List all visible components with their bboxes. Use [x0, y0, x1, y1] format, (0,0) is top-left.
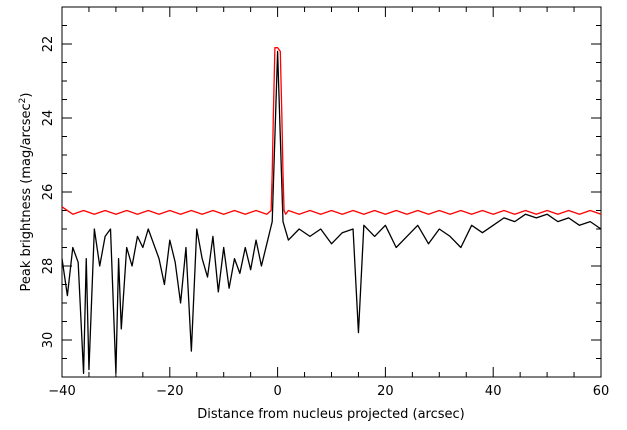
axis-ticks: −40 −20 0 20 40 60 22 24 26 28 30 [41, 7, 609, 399]
x-tick-label: 40 [485, 384, 502, 399]
y-tick-label: 22 [41, 36, 56, 53]
x-tick-label: 0 [273, 384, 281, 399]
y-tick-label: 26 [41, 184, 56, 201]
y-tick-label: 28 [41, 258, 56, 275]
x-tick-label: 60 [593, 384, 610, 399]
y-tick-label: 24 [41, 110, 56, 127]
x-tick-label: −20 [156, 384, 183, 399]
x-axis-title: Distance from nucleus projected (arcsec) [197, 407, 464, 422]
x-tick-label: −40 [48, 384, 75, 399]
y-tick-label: 30 [41, 332, 56, 349]
y-axis-title-main: Peak brightness (mag/arcsec [19, 103, 34, 291]
plot-frame [61, 6, 602, 378]
series-line-black [62, 50, 601, 374]
y-axis-title-close: ) [19, 93, 34, 98]
y-axis-title-superscript: 2 [18, 98, 28, 104]
series-layer [62, 47, 601, 374]
y-axis-title: Peak brightness (mag/arcsec2) [18, 93, 34, 292]
x-tick-label: 20 [377, 384, 394, 399]
series-line-red [62, 47, 601, 215]
